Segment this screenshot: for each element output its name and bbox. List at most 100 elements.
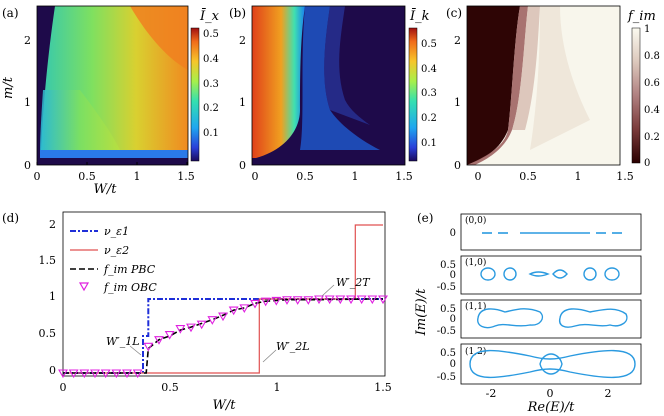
panel-c-cbtick-5: 0 <box>644 158 650 169</box>
panel-a: (a) 0 0.5 1 1.5 0 1 2 W/t m/t Ī_x 0.5 0.… <box>1 5 220 197</box>
panel-a-xtick-0: 0 <box>34 170 41 183</box>
panel-e-sub1-frame <box>460 213 642 251</box>
spectrum-loop <box>558 308 628 328</box>
panel-d-label: (d) <box>2 211 19 225</box>
panel-a-colorbar-title: Ī_x <box>199 8 220 24</box>
panel-b-frame <box>251 5 406 166</box>
obc-point <box>367 295 378 305</box>
obc-point <box>111 369 122 379</box>
obc-point <box>207 316 218 325</box>
panel-a-cbtick-1: 0.4 <box>203 54 219 65</box>
panel-c-xtick-0: 0 <box>475 170 482 183</box>
annotation-w1l-arrow <box>129 345 142 356</box>
panel-b-cbtick-3: 0.2 <box>421 113 437 124</box>
annotation-w1l: W′_1L <box>106 335 140 348</box>
panel-a-cbtick-2: 0.3 <box>203 79 219 90</box>
obc-point <box>122 369 132 379</box>
panel-c-region-band <box>467 6 528 165</box>
panel-c-cbtick-3: 0.4 <box>644 105 660 116</box>
panel-d-frame <box>62 211 386 377</box>
panel-e-sub2-frame <box>460 255 642 295</box>
panel-e-sub3-frame <box>460 299 642 339</box>
panel-d-series <box>58 224 388 379</box>
panel-e-sub3-tag: (1,1) <box>465 301 486 312</box>
panel-d-xtick-2: 1 <box>274 381 281 394</box>
panel-a-ytick-0: 0 <box>24 159 31 172</box>
panel-d-ytick-0: 0 <box>49 364 56 377</box>
panel-c-cbtick-0: 1 <box>644 24 650 35</box>
panel-e-xtick-0: -2 <box>486 387 497 400</box>
spectrum-loop <box>469 349 636 379</box>
panel-b-ytick-0: 0 <box>239 159 246 172</box>
panel-c-colorbar <box>631 27 641 164</box>
obc-point <box>346 295 356 305</box>
obc-point <box>250 299 260 309</box>
panel-e-sub3-spectrum <box>477 308 628 329</box>
panel-a-cbtick-3: 0.2 <box>203 103 219 114</box>
panel-e-label: (e) <box>417 211 433 225</box>
panel-b-xtick-2: 1 <box>352 170 359 183</box>
obc-point <box>132 369 143 379</box>
panel-c-region-dark <box>467 6 520 165</box>
spectrum-loop <box>480 267 496 281</box>
annotation-w2t-arrow <box>321 284 335 297</box>
panel-a-region-low <box>40 90 120 150</box>
panel-d-legend: ν_ε1 ν_ε2 f_im PBC f_im OBC <box>70 225 157 294</box>
panel-b: (b) 0 0.5 1 1.5 0 1 2 Ī_k 0.5 0.4 0.3 0.… <box>229 5 437 183</box>
panel-e-sub2-ytick-0: 0.5 <box>440 260 456 271</box>
panel-b-cbtick-2: 0.3 <box>421 88 437 99</box>
panel-c-yticks: 0 1 2 <box>454 34 461 172</box>
panel-b-label: (b) <box>229 6 246 20</box>
panel-b-xtick-3: 1.5 <box>395 170 413 183</box>
panel-e-sub2-spectrum <box>480 267 620 281</box>
obc-point <box>218 312 228 322</box>
panel-b-xtick-1: 0.5 <box>296 170 314 183</box>
panel-d-xtick-3: 1.5 <box>374 381 392 394</box>
panel-b-ytick-2: 2 <box>239 34 246 47</box>
panel-a-ytick-2: 2 <box>24 34 31 47</box>
spectrum-loop <box>477 308 544 329</box>
panel-e-sub1-tag: (0,0) <box>465 215 486 226</box>
panel-c-ytick-2: 2 <box>454 34 461 47</box>
panel-d-yticks: 0 0.5 1 1.5 2 <box>39 218 57 377</box>
panel-e-sub4-ytick-2: -0.5 <box>437 372 456 383</box>
panel-c: (c) 0 0.5 1 1.5 0 1 2 f_im 1 0.8 0.6 0.4… <box>446 5 660 183</box>
panel-e-sub4-ytick-1: 0 <box>450 359 456 370</box>
panel-e-sub2-tag: (1,0) <box>465 257 486 268</box>
panel-c-region-pale <box>530 6 590 150</box>
panel-b-colorbar-title: Ī_k <box>409 8 430 24</box>
panel-c-cbtick-4: 0.2 <box>644 132 660 143</box>
obc-point <box>164 330 175 340</box>
obc-point <box>378 295 388 305</box>
panel-c-xtick-2: 1 <box>575 170 582 183</box>
panel-a-bottom <box>37 158 188 165</box>
panel-d-annotations: W′_1L W′_2L W′_2T <box>106 276 371 363</box>
panel-a-xlabel: W/t <box>94 182 118 197</box>
panel-e-sub2-ytick-2: -0.5 <box>437 282 456 293</box>
panel-c-cbtick-1: 0.8 <box>644 51 660 62</box>
panel-e-sub3-ytick-0: 0.5 <box>440 304 456 315</box>
legend-label-nu2: ν_ε2 <box>104 244 129 257</box>
panel-a-region-hot <box>130 6 188 70</box>
obc-point <box>100 369 111 379</box>
obc-point <box>196 320 207 330</box>
panel-a-colorbar <box>190 27 200 162</box>
obc-point <box>324 295 335 305</box>
obc-point <box>228 306 239 316</box>
panel-c-xticks: 0 0.5 1 1.5 <box>475 170 634 183</box>
legend-swatch-obc <box>78 282 90 292</box>
panel-a-xtick-3: 1.5 <box>177 170 195 183</box>
panel-b-region-hot <box>252 6 305 158</box>
panel-b-xtick-0: 0 <box>252 170 259 183</box>
panel-d-xticks: 0 0.5 1 1.5 <box>60 381 392 394</box>
panel-b-xticks: 0 0.5 1 1.5 <box>252 170 413 183</box>
panel-a-xtick-2: 1 <box>134 170 141 183</box>
spectrum-loop <box>552 269 568 279</box>
panel-b-colorbar <box>408 27 418 162</box>
legend-label-obc: f_im OBC <box>103 281 157 294</box>
panel-e-sub4-ytick-0: 0.5 <box>440 348 456 359</box>
spectrum-loop <box>503 267 517 281</box>
panel-b-cbtick-4: 0.1 <box>421 138 437 149</box>
annotation-w2l: W′_2L <box>276 340 310 353</box>
panel-e-sub4-tag: (1,2) <box>465 346 486 357</box>
